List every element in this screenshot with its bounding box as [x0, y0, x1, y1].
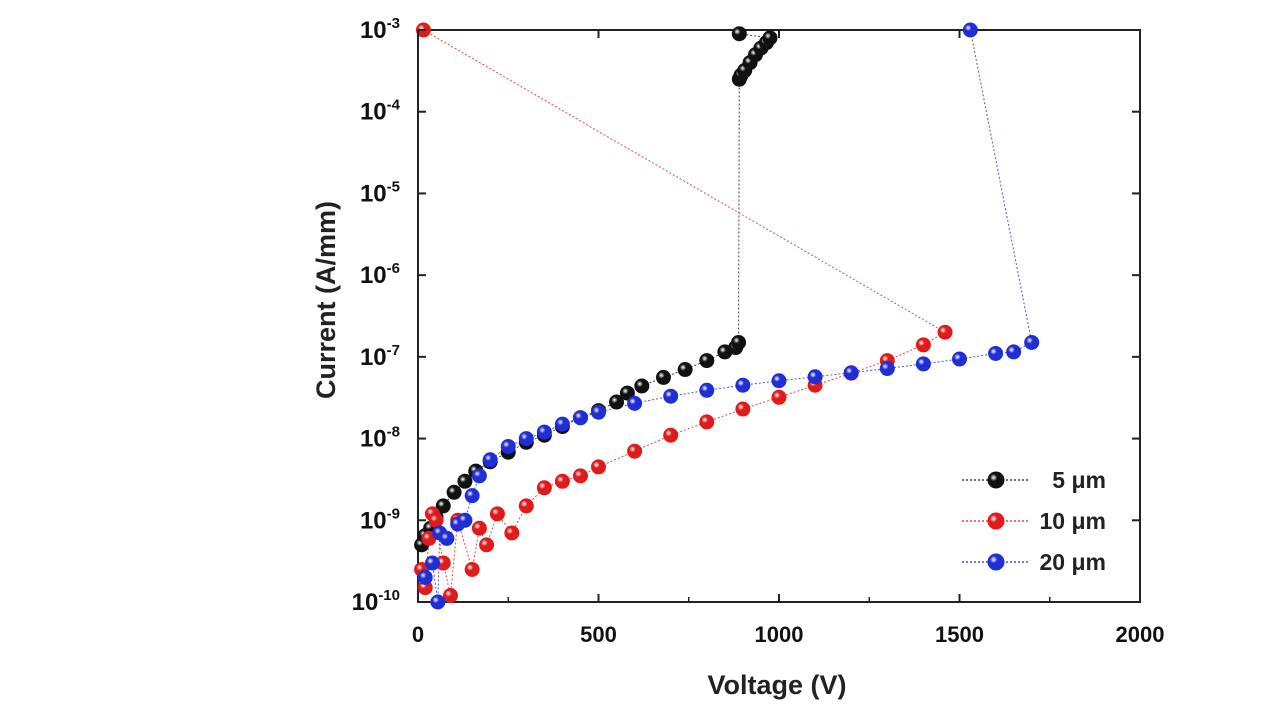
data-point — [417, 569, 433, 585]
data-point — [554, 416, 570, 432]
x-axis-title: Voltage (V) — [707, 670, 846, 700]
data-point — [471, 468, 487, 484]
data-point — [430, 594, 446, 610]
data-points — [414, 22, 1040, 610]
data-point — [915, 337, 931, 353]
y-tick-label: 10-5 — [360, 178, 400, 207]
x-tick-label: 2000 — [1116, 622, 1165, 647]
data-point — [663, 427, 679, 443]
y-axis-ticks: 10-3 10-4 10-5 10-6 10-7 10-8 10-9 10-10 — [352, 15, 1140, 616]
data-point — [735, 401, 751, 417]
data-point — [731, 26, 747, 42]
data-point — [504, 525, 520, 541]
legend-marker — [987, 512, 1005, 530]
data-point — [572, 468, 588, 484]
data-point — [699, 414, 715, 430]
y-tick-label: 10-6 — [360, 260, 400, 289]
data-point — [627, 395, 643, 411]
data-point — [464, 561, 480, 577]
data-point — [457, 512, 473, 528]
legend-marker — [987, 553, 1005, 571]
data-point — [500, 438, 516, 454]
data-point — [663, 388, 679, 404]
data-point — [457, 473, 473, 489]
data-point — [591, 459, 606, 475]
data-point — [489, 506, 505, 522]
data-point — [771, 373, 787, 389]
data-point — [699, 382, 715, 398]
data-point — [439, 530, 455, 546]
data-point — [807, 369, 823, 385]
plot-frame — [417, 29, 1141, 603]
data-point — [952, 351, 967, 367]
x-axis-ticks: 0 500 1000 1500 2000 — [412, 30, 1165, 647]
data-point — [591, 404, 606, 420]
data-point — [655, 369, 671, 385]
data-point — [1024, 334, 1040, 350]
data-point — [699, 353, 715, 369]
data-point — [677, 362, 693, 378]
legend-label: 10 μm — [1040, 508, 1107, 534]
data-point — [471, 520, 487, 536]
data-point — [424, 555, 440, 571]
x-tick-label: 1000 — [755, 622, 804, 647]
data-point — [572, 410, 588, 426]
data-point — [536, 480, 552, 496]
x-tick-label: 500 — [580, 622, 617, 647]
data-point — [915, 356, 931, 372]
data-point — [1006, 344, 1022, 360]
data-point — [435, 498, 451, 514]
data-point — [609, 394, 625, 410]
y-tick-label: 10-4 — [360, 97, 401, 126]
y-tick-label: 10-10 — [352, 587, 400, 616]
y-tick-label: 10-9 — [360, 505, 400, 534]
legend-marker — [987, 471, 1005, 489]
data-point — [482, 452, 498, 468]
data-point — [442, 588, 458, 604]
data-point — [937, 324, 953, 340]
x-tick-label: 0 — [412, 622, 424, 647]
data-point — [988, 345, 1004, 361]
data-point — [479, 537, 495, 553]
series-connector-lines — [421, 29, 1033, 603]
data-point — [428, 512, 444, 528]
data-point — [518, 498, 534, 514]
data-point — [879, 361, 895, 377]
legend: 5 μm 10 μm 20 μm — [962, 467, 1106, 575]
x-tick-label: 1500 — [935, 622, 984, 647]
data-point — [735, 377, 751, 393]
y-axis-title: Current (A/mm) — [311, 201, 341, 399]
data-point — [536, 424, 552, 440]
data-point — [843, 365, 859, 381]
legend-label: 20 μm — [1040, 549, 1107, 575]
y-tick-label: 10-8 — [360, 424, 400, 453]
data-point — [731, 334, 747, 350]
series-line — [424, 29, 1033, 603]
data-point — [518, 431, 534, 447]
data-point — [464, 488, 480, 504]
data-point — [771, 389, 787, 405]
legend-label: 5 μm — [1052, 467, 1106, 493]
data-point — [634, 378, 650, 394]
data-point — [962, 22, 978, 38]
y-tick-label: 10-7 — [360, 342, 400, 371]
data-point — [446, 484, 462, 500]
data-point — [619, 385, 635, 401]
data-point — [762, 30, 778, 46]
y-tick-label: 10-3 — [360, 15, 400, 44]
data-point — [627, 443, 643, 459]
data-point — [554, 473, 570, 489]
